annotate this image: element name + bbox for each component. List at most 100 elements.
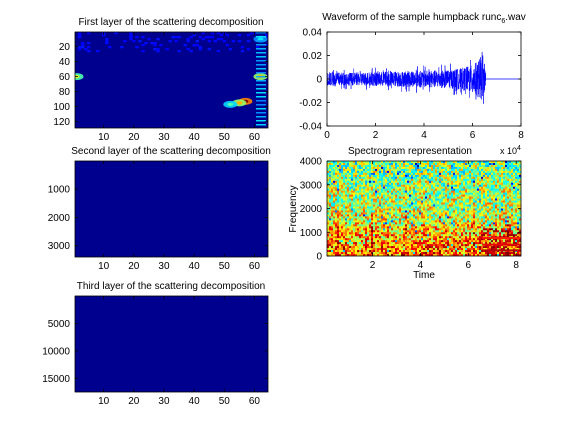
spectrogram-cell (357, 240, 360, 243)
spectrogram-cell (505, 214, 508, 217)
spectrogram-cell (447, 190, 450, 193)
first-layer-x-ticks: 10 20 30 40 50 60 (98, 32, 260, 143)
spectrogram-cell (363, 198, 366, 201)
spectrogram-cell (421, 230, 424, 233)
spectrogram-cell (337, 246, 340, 249)
spectrogram-cell (467, 250, 470, 253)
spectrogram-cell (381, 202, 384, 205)
spectrogram-cell (451, 236, 454, 239)
heatmap-cell (225, 44, 230, 47)
spectrogram-cell (369, 161, 372, 164)
spectrogram-cell (403, 254, 406, 256)
spectrogram-cell (331, 238, 334, 241)
spectrogram-cell (327, 248, 330, 251)
spectrogram-cell (443, 214, 446, 217)
spectrogram-cell (455, 218, 458, 221)
spectrogram-cell (481, 174, 484, 178)
spectrogram-cell (339, 246, 342, 249)
spectrogram-cell (493, 218, 496, 221)
spectrogram-cell (453, 182, 456, 186)
spectrogram-cell (367, 176, 370, 180)
spectrogram-cell (405, 204, 408, 207)
spectrogram-cell (403, 180, 406, 184)
spectrogram-cell (353, 216, 356, 219)
spectrogram-cell (427, 161, 430, 164)
spectrogram-cell (371, 202, 374, 205)
spectrogram-cell (487, 180, 490, 184)
spectrogram-cell (355, 168, 358, 172)
spectrogram-cell (483, 182, 486, 186)
spectrogram-cell (471, 194, 474, 197)
spectrogram-cell (411, 214, 414, 217)
spectrogram-cell (403, 252, 406, 255)
spectrogram-cell (407, 222, 410, 225)
spectrogram-cell (429, 254, 432, 256)
spectrogram-cell (383, 198, 386, 201)
heatmap-cell (87, 46, 91, 49)
spectrogram-cell (371, 184, 374, 188)
spectrogram-cell (381, 182, 384, 186)
spectrogram-cell (499, 248, 502, 251)
spectrogram-cell (407, 204, 410, 207)
spectrogram-cell (345, 172, 348, 176)
spectrogram-cell (489, 224, 492, 227)
spectrogram-cell (497, 172, 500, 176)
spectrogram-cell (373, 182, 376, 186)
spectrogram-cell (473, 248, 476, 251)
spectrogram-cell (329, 226, 332, 229)
spectrogram-cell (467, 180, 470, 184)
spectrogram-cell (439, 172, 442, 176)
spectrogram-cell (363, 164, 366, 168)
spectrogram-cell (373, 252, 376, 255)
spectrogram-cell (421, 234, 424, 237)
spectrogram-cell (333, 232, 336, 235)
spectrogram-cell (433, 216, 436, 219)
spectrogram-cell (483, 242, 486, 245)
heatmap-cell (210, 36, 215, 39)
spectrogram-cell (373, 204, 376, 207)
spectrogram-cell (507, 182, 510, 186)
spectrogram-cell (417, 172, 420, 176)
spectrogram-cell (465, 202, 468, 205)
spectrogram-cell (511, 218, 514, 221)
spectrogram-cell (515, 238, 518, 241)
spectrogram-cell (403, 162, 406, 166)
spectrogram-cell (417, 218, 420, 221)
spectrogram-cell (415, 252, 418, 255)
spectrogram-cell (511, 234, 514, 237)
spectrogram-cell (499, 188, 502, 191)
spectrogram-cell (517, 218, 520, 221)
spectrogram-cell (485, 161, 488, 164)
spectrogram-cell (395, 226, 398, 229)
spectrogram-cell (463, 240, 466, 243)
spectrogram-cell (449, 232, 452, 235)
spectrogram-cell (509, 161, 512, 164)
spectrogram-cell (509, 234, 512, 237)
spectrogram-cell (507, 192, 510, 195)
spectrogram-cell (509, 172, 512, 176)
spectrogram-cell (361, 218, 364, 221)
spectrogram-cell (471, 164, 474, 168)
spectrogram-cell (487, 224, 490, 227)
spectrogram-cell (377, 224, 380, 227)
spectrogram-cell (341, 182, 344, 186)
spectrogram-cell (371, 192, 374, 195)
spectrogram-cell (435, 176, 438, 180)
spectrogram-cell (425, 184, 428, 188)
spectrogram-cell (383, 194, 386, 197)
spectrogram-cell (401, 238, 404, 241)
spectrogram-cell (335, 161, 338, 164)
spectrogram-cell (471, 254, 474, 256)
spectrogram-cell (483, 218, 486, 221)
spectrogram-cell (337, 252, 340, 255)
spectrogram-cell (347, 220, 350, 223)
spectrogram-cell (455, 186, 458, 190)
spectrogram-cell (421, 196, 424, 199)
spectrogram-cell (383, 228, 386, 231)
spectrogram-cell (353, 232, 356, 235)
spectrogram-cell (383, 212, 386, 215)
spectrogram-cell (381, 164, 384, 168)
spectrogram-cell (407, 242, 410, 245)
spectrogram-cell (413, 226, 416, 229)
heatmap-cell (144, 42, 148, 45)
